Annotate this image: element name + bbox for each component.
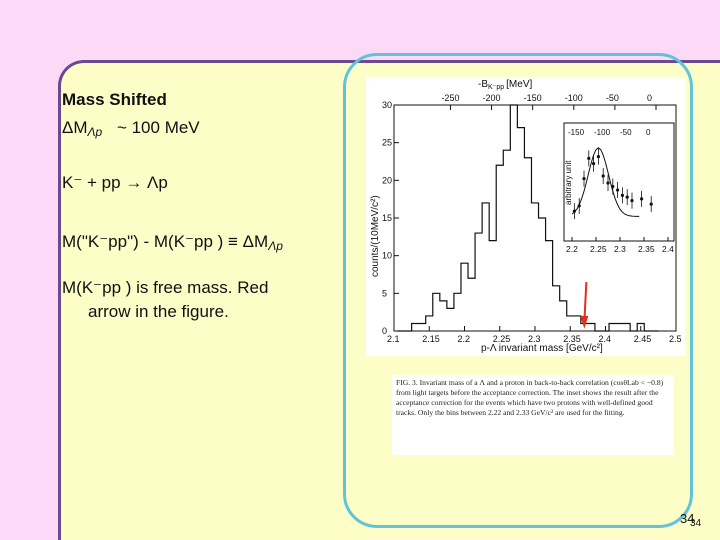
delta-m-sub: Λp	[87, 125, 103, 139]
inset-data-point	[649, 202, 653, 206]
x-tick-label: 2.4	[599, 334, 612, 344]
histogram-bin	[567, 316, 574, 331]
x-tick-label: 2.25	[493, 334, 511, 344]
inset-top-tick-label: -50	[620, 128, 632, 137]
inset-data-point	[625, 195, 629, 199]
histogram-bin	[489, 241, 496, 331]
inset-x-tick-label: 2.35	[638, 244, 655, 254]
inset-data-point	[587, 156, 591, 160]
histogram-bin	[574, 316, 581, 331]
histogram-bin	[447, 308, 454, 331]
delta-m-label: ΔM	[62, 118, 88, 137]
histogram-bin	[419, 323, 426, 331]
histogram-outline	[397, 104, 659, 332]
y-tick-label: 0	[382, 326, 387, 336]
histogram-bin	[588, 323, 595, 331]
figure-caption: FIG. 3. Invariant mass of a Λ and a prot…	[392, 375, 674, 455]
histogram-bin	[517, 128, 524, 331]
mass-shift-line: ΔMΛp ~ 100 MeV	[62, 118, 200, 139]
x-tick-label: 2.5	[669, 334, 682, 344]
mass-relation-text: M("K⁻pp") - M(K⁻pp ) ≡ ΔM	[62, 232, 269, 251]
top-tick-label: -150	[524, 93, 542, 103]
inset-x-tick-label: 2.2	[566, 244, 578, 254]
inset-fit-curve	[571, 147, 640, 217]
histogram-bin	[440, 301, 447, 331]
page-number: 34	[680, 511, 695, 526]
inset-top-tick-label: -150	[568, 128, 585, 137]
histogram-figure: -BK⁻pp [MeV] counts/(10MeV/c²) p-Λ invari…	[366, 77, 685, 356]
inset-data-point	[606, 181, 610, 185]
histogram-bin	[503, 150, 510, 331]
histogram-bin	[637, 323, 644, 331]
mass-relation-sub: Λp	[268, 239, 283, 253]
reaction-line: K⁻ + pp → Λp	[62, 173, 168, 192]
histogram-svg: -BK⁻pp [MeV] counts/(10MeV/c²) p-Λ invari…	[370, 79, 682, 354]
histogram-bin	[539, 218, 546, 331]
shift-value: ~ 100 MeV	[116, 118, 200, 137]
inset-data-point	[596, 155, 600, 159]
top-axis-label: -BK⁻pp [MeV]	[478, 79, 532, 91]
histogram-bin	[616, 323, 623, 331]
inset-x-tick-label: 2.25	[590, 244, 607, 254]
histogram-bin	[412, 323, 419, 331]
histogram-bin	[546, 241, 553, 331]
inset-top-tick-label: 0	[646, 128, 651, 137]
x-tick-label: 2.3	[528, 334, 541, 344]
x-axis-label: p-Λ invariant mass [GeV/c²]	[481, 343, 603, 354]
y-axis-label: counts/(10MeV/c²)	[370, 195, 381, 277]
inset-data-point	[601, 174, 605, 178]
x-tick-label: 2.2	[458, 334, 471, 344]
histogram-bin	[609, 323, 616, 331]
x-tick-label: 2.1	[387, 334, 400, 344]
free-mass-arrow-shaft	[583, 281, 588, 323]
inset-x-tick-label: 2.3	[614, 244, 626, 254]
inset-data-point	[630, 199, 634, 203]
heading: Mass Shifted	[62, 90, 167, 109]
top-tick-label: -200	[483, 93, 501, 103]
inset-y-label: arbitrary unit	[564, 160, 573, 205]
inset-data-point	[620, 193, 624, 197]
inset-data-point	[592, 162, 596, 166]
histogram-bin	[454, 293, 461, 331]
histogram-bin	[461, 263, 468, 331]
y-tick-label: 25	[382, 138, 392, 148]
page-number-small: 34	[690, 518, 702, 529]
x-tick-label: 2.45	[634, 334, 652, 344]
histogram-bin	[496, 165, 503, 331]
inset-data-point	[582, 177, 586, 181]
histogram-bin	[524, 158, 531, 331]
inset-data-point	[616, 188, 620, 192]
y-tick-label: 15	[382, 213, 392, 223]
histogram-bin	[510, 105, 517, 331]
histogram-bin	[531, 203, 538, 331]
top-tick-label: 0	[647, 93, 652, 103]
top-tick-label: -250	[441, 93, 459, 103]
free-mass-arrow-head	[580, 315, 589, 329]
histogram-bin	[623, 323, 630, 331]
y-tick-label: 10	[382, 251, 392, 261]
top-tick-label: -100	[565, 93, 583, 103]
mass-relation: M("K⁻pp") - M(K⁻pp ) ≡ ΔMΛp	[62, 232, 283, 253]
x-tick-label: 2.35	[563, 334, 581, 344]
inset-frame	[563, 122, 675, 242]
histogram-bin	[475, 233, 482, 331]
top-tick-label: -50	[606, 93, 619, 103]
inset-x-tick-label: 2.4	[662, 244, 674, 254]
y-tick-label: 30	[382, 100, 392, 110]
histogram-bin	[482, 203, 489, 331]
x-tick-label: 2.15	[422, 334, 440, 344]
y-tick-label: 5	[382, 288, 387, 298]
histogram-bin	[426, 316, 433, 331]
note-line-1: M(K⁻pp ) is free mass. Red	[62, 278, 269, 297]
histogram-bin	[433, 293, 440, 331]
histogram-bin	[560, 301, 567, 331]
inset-data-point	[640, 197, 644, 201]
inset-top-tick-label: -100	[594, 128, 611, 137]
histogram-bin	[553, 286, 560, 331]
histogram-bin	[581, 323, 588, 331]
y-tick-label: 20	[382, 175, 392, 185]
histogram-bin	[468, 278, 475, 331]
figure-frame	[343, 53, 693, 528]
note-line-2: arrow in the figure.	[88, 302, 229, 321]
